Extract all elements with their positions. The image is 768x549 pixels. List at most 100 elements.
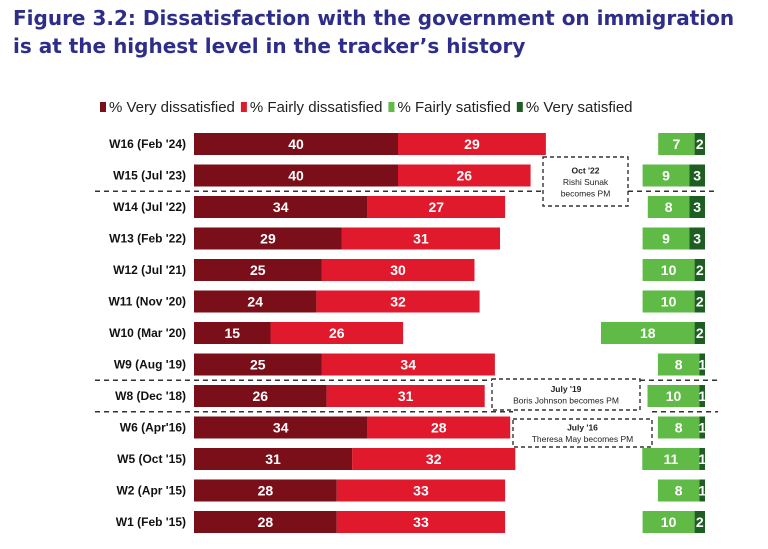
bar-very-satisfied [694,290,705,313]
bar-very-dissatisfied [194,196,368,218]
bar-fairly-dissatisfied [367,416,511,439]
annotation-text: becomes PM [561,188,611,198]
legend: % Very dissatisfied % Fairly dissatisfied… [100,99,633,116]
data-label-fairly-dissatisfied: 33 [413,483,429,499]
data-label-fairly-satisfied: 18 [640,325,656,341]
bar-very-satisfied [699,479,705,502]
category-label: W5 (Oct '15) [117,452,186,466]
data-label-fairly-dissatisfied: 30 [390,262,406,278]
data-label-fairly-dissatisfied: 29 [464,136,480,152]
legend-label-3: % Very satisfied [526,99,633,116]
bar-very-dissatisfied [194,511,337,533]
bar-very-dissatisfied [194,290,317,313]
data-label-fairly-satisfied: 11 [663,451,678,467]
bar-very-dissatisfied [194,385,327,407]
bar-fairly-satisfied [642,448,700,470]
data-label-very-dissatisfied: 28 [258,483,274,499]
bar-very-dissatisfied [194,227,342,250]
bar-very-satisfied [694,511,705,533]
data-label-very-dissatisfied: 40 [288,136,304,152]
legend-swatch-1 [240,102,247,112]
figure-title: Figure 3.2: Dissatisfaction with the gov… [13,6,735,58]
bar-very-dissatisfied [194,479,337,502]
data-label-fairly-satisfied: 8 [665,199,673,215]
annotation-box [542,156,629,207]
bar-fairly-satisfied [647,385,700,407]
bar-row: W14 (Jul '22) 34 27 8 3 [113,196,705,218]
bar-row: W12 (Jul '21) 25 30 10 2 [113,259,705,281]
bar-row: W16 (Feb '24) 40 29 7 2 [109,133,705,155]
data-label-very-satisfied: 2 [696,294,704,310]
data-label-fairly-satisfied: 10 [666,388,682,404]
annotation-text: Boris Johnson becomes PM [513,396,619,406]
annotation-text: Theresa May becomes PM [532,434,634,444]
category-label: W14 (Jul '22) [113,200,186,214]
legend-swatch-3 [516,102,523,112]
bar-fairly-dissatisfied [398,164,531,187]
data-label-very-satisfied: 1 [698,451,706,467]
data-label-fairly-satisfied: 8 [675,420,683,436]
data-label-very-dissatisfied: 34 [273,420,289,436]
data-label-very-dissatisfied: 24 [247,294,263,310]
bar-fairly-dissatisfied [316,290,480,313]
bar-very-satisfied [694,259,705,281]
bar-fairly-dissatisfied [321,259,475,281]
data-label-very-satisfied: 2 [696,325,704,341]
bar-fairly-dissatisfied [352,448,516,470]
bar-fairly-satisfied [657,416,700,439]
category-label: W1 (Feb '15) [116,515,186,529]
bar-fairly-dissatisfied [321,353,495,376]
data-label-fairly-satisfied: 7 [673,136,681,152]
data-label-fairly-satisfied: 10 [661,294,677,310]
data-label-very-dissatisfied: 34 [273,199,289,215]
bar-very-satisfied [699,353,705,376]
data-label-fairly-dissatisfied: 32 [390,294,406,310]
annotation-text: July '16 [567,423,598,433]
data-label-very-satisfied: 3 [693,199,701,215]
data-label-fairly-satisfied: 8 [675,483,683,499]
category-label: W13 (Feb '22) [109,232,186,246]
data-label-very-dissatisfied: 25 [250,262,266,278]
bar-fairly-dissatisfied [341,227,500,250]
data-label-very-dissatisfied: 40 [288,168,304,184]
category-label: W11 (Nov '20) [108,295,186,309]
data-label-fairly-dissatisfied: 26 [457,168,473,184]
bar-very-satisfied [689,164,705,187]
bar-fairly-dissatisfied [336,511,506,533]
bar-very-dissatisfied [194,322,271,344]
bar-very-satisfied [699,448,705,470]
data-label-very-dissatisfied: 26 [253,388,269,404]
category-label: W8 (Dec '18) [115,389,186,403]
legend-label-0: % Very dissatisfied [109,99,235,116]
legend-swatch-2 [388,102,395,112]
category-label: W6 (Apr'16) [120,421,186,435]
bar-fairly-dissatisfied [326,385,485,407]
data-label-very-satisfied: 2 [696,262,704,278]
bar-very-dissatisfied [194,416,368,439]
bar-very-satisfied [694,322,705,344]
data-label-very-satisfied: 1 [698,388,706,404]
data-label-fairly-satisfied: 10 [661,514,677,530]
data-label-fairly-satisfied: 9 [662,168,670,184]
bar-row: W10 (Mar '20) 15 26 18 2 [109,322,705,344]
bar-very-dissatisfied [194,448,353,470]
annotation-box [512,418,653,448]
category-label: W15 (Jul '23) [113,169,186,183]
data-label-fairly-dissatisfied: 26 [329,325,345,341]
bar-fairly-satisfied [642,511,695,533]
bar-fairly-dissatisfied [398,133,546,155]
bar-very-satisfied [694,133,705,155]
category-label: W12 (Jul '21) [113,263,186,277]
data-label-fairly-dissatisfied: 27 [428,199,444,215]
data-label-fairly-dissatisfied: 28 [431,420,447,436]
bar-very-dissatisfied [194,353,322,376]
bar-fairly-satisfied [642,227,690,250]
bar-row: W6 (Apr'16) 34 28 8 1 [120,416,706,439]
legend-label-2: % Fairly satisfied [397,99,510,116]
bar-row: W9 (Aug '19) 25 34 8 1 [114,353,706,376]
bar-fairly-satisfied [601,322,695,344]
